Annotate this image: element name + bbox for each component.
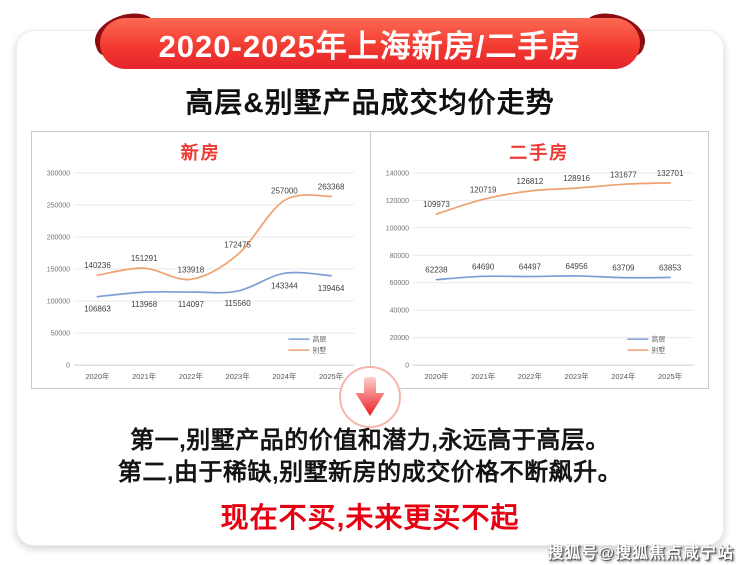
svg-text:63709: 63709 — [612, 264, 635, 273]
svg-text:150000: 150000 — [47, 267, 70, 274]
svg-text:别墅: 别墅 — [312, 346, 326, 355]
down-arrow-badge — [339, 366, 401, 428]
svg-text:131677: 131677 — [610, 170, 637, 179]
down-arrow-icon — [355, 377, 385, 416]
svg-text:300000: 300000 — [47, 170, 70, 177]
svg-text:64956: 64956 — [565, 262, 588, 271]
svg-text:2023年: 2023年 — [226, 371, 251, 381]
new-housing-chart-panel: 新房 0 50000 100000 150000 200000 250000 300000 2… — [32, 132, 370, 388]
title-ribbon: 2020-2025年上海新房/二手房 — [89, 6, 651, 69]
svg-text:64690: 64690 — [472, 262, 495, 271]
svg-text:2024年: 2024年 — [611, 371, 636, 381]
content-card: 2020-2025年上海新房/二手房 高层&别墅产品成交均价走势 新房 0 500… — [16, 6, 724, 546]
svg-text:172475: 172475 — [224, 241, 251, 250]
svg-text:100000: 100000 — [47, 299, 70, 306]
svg-text:20000: 20000 — [389, 335, 409, 342]
svg-text:62238: 62238 — [425, 266, 448, 275]
svg-text:2025年: 2025年 — [319, 371, 344, 381]
svg-text:151291: 151291 — [131, 254, 158, 263]
svg-text:126812: 126812 — [516, 177, 543, 186]
svg-text:64497: 64497 — [518, 263, 541, 272]
svg-text:109973: 109973 — [423, 200, 450, 209]
svg-text:140236: 140236 — [84, 261, 111, 270]
svg-text:114097: 114097 — [178, 300, 205, 309]
svg-text:132701: 132701 — [656, 169, 683, 178]
watermark: 搜狐号@搜狐焦点咸宁站 — [547, 545, 734, 562]
svg-text:0: 0 — [405, 363, 409, 370]
svg-text:2025年: 2025年 — [658, 371, 683, 381]
svg-text:别墅: 别墅 — [651, 346, 665, 355]
conclusion-line-1: 第一,别墅产品的价值和潜力,永远高于高层。 — [130, 427, 610, 454]
svg-text:63853: 63853 — [658, 263, 681, 272]
svg-text:200000: 200000 — [47, 234, 70, 241]
svg-text:2020年: 2020年 — [424, 371, 449, 381]
svg-text:0: 0 — [66, 363, 70, 370]
conclusion-highlight: 现在不买,未来更买不起 — [220, 502, 520, 533]
svg-text:139464: 139464 — [318, 284, 345, 293]
svg-text:250000: 250000 — [47, 202, 70, 209]
svg-text:高层: 高层 — [651, 335, 665, 344]
svg-text:60000: 60000 — [389, 280, 409, 287]
page-subtitle: 高层&别墅产品成交均价走势 — [185, 87, 555, 118]
svg-text:50000: 50000 — [51, 331, 71, 338]
svg-text:106863: 106863 — [84, 305, 111, 314]
svg-text:2021年: 2021年 — [132, 371, 157, 381]
secondhand-housing-chart-title: 二手房 — [509, 143, 570, 163]
svg-text:100000: 100000 — [385, 225, 408, 232]
svg-text:2021年: 2021年 — [471, 371, 496, 381]
charts-container: 新房 0 50000 100000 150000 200000 250000 300000 2… — [31, 131, 709, 389]
conclusion-block: 第一,别墅产品的价值和潜力,永远高于高层。 第二,由于稀缺,别墅新房的成交价格不… — [17, 425, 723, 536]
svg-text:115560: 115560 — [225, 299, 252, 308]
svg-text:140000: 140000 — [385, 170, 408, 177]
new-housing-chart: 0 50000 100000 150000 200000 250000 300000 2020… — [47, 170, 355, 381]
svg-text:128916: 128916 — [563, 174, 590, 183]
secondhand-housing-chart-panel: 二手房 0 20000 40000 60000 80000 100000 120000 140… — [369, 132, 709, 388]
svg-text:263368: 263368 — [318, 182, 345, 191]
banner-title: 2020-2025年上海新房/二手房 — [158, 29, 582, 64]
conclusion-line-2: 第二,由于稀缺,别墅新房的成交价格不断飙升。 — [117, 459, 623, 486]
svg-text:133918: 133918 — [178, 265, 205, 274]
svg-text:2024年: 2024年 — [272, 371, 297, 381]
svg-text:40000: 40000 — [389, 308, 409, 315]
svg-text:2020年: 2020年 — [85, 371, 110, 381]
svg-text:80000: 80000 — [389, 253, 409, 260]
secondhand-housing-chart: 0 20000 40000 60000 80000 100000 120000 140000 2… — [385, 169, 693, 381]
svg-text:257000: 257000 — [271, 186, 298, 195]
svg-text:143344: 143344 — [271, 281, 298, 290]
svg-text:120719: 120719 — [469, 185, 496, 194]
svg-text:高层: 高层 — [312, 335, 326, 344]
svg-text:2022年: 2022年 — [179, 371, 204, 381]
new-housing-chart-title: 新房 — [180, 143, 221, 163]
svg-text:113968: 113968 — [131, 300, 158, 309]
ribbon-body: 2020-2025年上海新房/二手房 — [100, 18, 640, 69]
svg-text:120000: 120000 — [385, 198, 408, 205]
svg-text:2023年: 2023年 — [564, 371, 589, 381]
svg-text:2022年: 2022年 — [517, 371, 542, 381]
